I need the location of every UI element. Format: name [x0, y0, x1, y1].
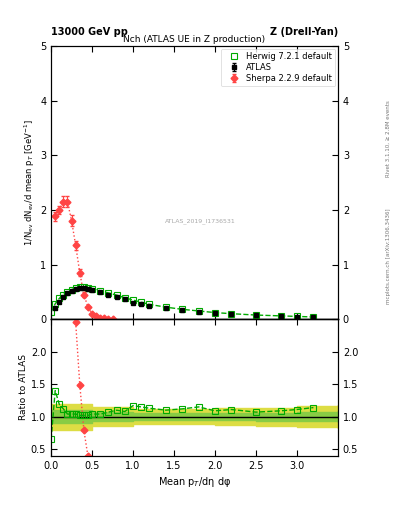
Line: Herwig 7.2.1 default: Herwig 7.2.1 default — [48, 285, 316, 319]
Herwig 7.2.1 default — [123, 295, 127, 301]
Y-axis label: 1/N$_\mathrm{ev}$ dN$_\mathrm{ev}$/d mean p$_T$ [GeV$^{-1}$]: 1/N$_\mathrm{ev}$ dN$_\mathrm{ev}$/d mea… — [23, 119, 37, 246]
Herwig 7.2.1 default — [65, 289, 70, 295]
Herwig 7.2.1 default — [61, 291, 66, 297]
Legend: Herwig 7.2.1 default, ATLAS, Sherpa 2.2.9 default: Herwig 7.2.1 default, ATLAS, Sherpa 2.2.… — [221, 49, 336, 87]
Herwig 7.2.1 default — [278, 313, 283, 319]
Text: ATLAS_2019_I1736531: ATLAS_2019_I1736531 — [165, 218, 236, 224]
Title: Nch (ATLAS UE in Z production): Nch (ATLAS UE in Z production) — [123, 35, 266, 44]
Herwig 7.2.1 default — [295, 313, 299, 319]
Herwig 7.2.1 default — [57, 295, 62, 302]
Text: Z (Drell-Yan): Z (Drell-Yan) — [270, 27, 338, 37]
Herwig 7.2.1 default — [81, 284, 86, 290]
Herwig 7.2.1 default — [86, 285, 90, 291]
Herwig 7.2.1 default — [147, 302, 152, 308]
Herwig 7.2.1 default — [73, 285, 78, 291]
Herwig 7.2.1 default — [180, 306, 185, 312]
Herwig 7.2.1 default — [77, 284, 82, 290]
Herwig 7.2.1 default — [139, 299, 143, 305]
Herwig 7.2.1 default — [229, 311, 234, 317]
Herwig 7.2.1 default — [90, 286, 94, 292]
Herwig 7.2.1 default — [213, 310, 217, 316]
Y-axis label: Ratio to ATLAS: Ratio to ATLAS — [19, 354, 28, 420]
Text: 13000 GeV pp: 13000 GeV pp — [51, 27, 128, 37]
Herwig 7.2.1 default — [49, 309, 53, 315]
Text: Rivet 3.1.10, ≥ 2.8M events: Rivet 3.1.10, ≥ 2.8M events — [386, 100, 391, 177]
Herwig 7.2.1 default — [114, 292, 119, 298]
Herwig 7.2.1 default — [253, 312, 258, 318]
Text: mcplots.cern.ch [arXiv:1306.3436]: mcplots.cern.ch [arXiv:1306.3436] — [386, 208, 391, 304]
Herwig 7.2.1 default — [53, 301, 57, 307]
Herwig 7.2.1 default — [98, 288, 103, 294]
Herwig 7.2.1 default — [311, 314, 316, 320]
Herwig 7.2.1 default — [131, 297, 136, 303]
Herwig 7.2.1 default — [163, 304, 168, 310]
Herwig 7.2.1 default — [196, 308, 201, 314]
Herwig 7.2.1 default — [69, 287, 74, 293]
X-axis label: Mean p$_T$/dη dφ: Mean p$_T$/dη dφ — [158, 475, 231, 489]
Herwig 7.2.1 default — [106, 290, 111, 296]
